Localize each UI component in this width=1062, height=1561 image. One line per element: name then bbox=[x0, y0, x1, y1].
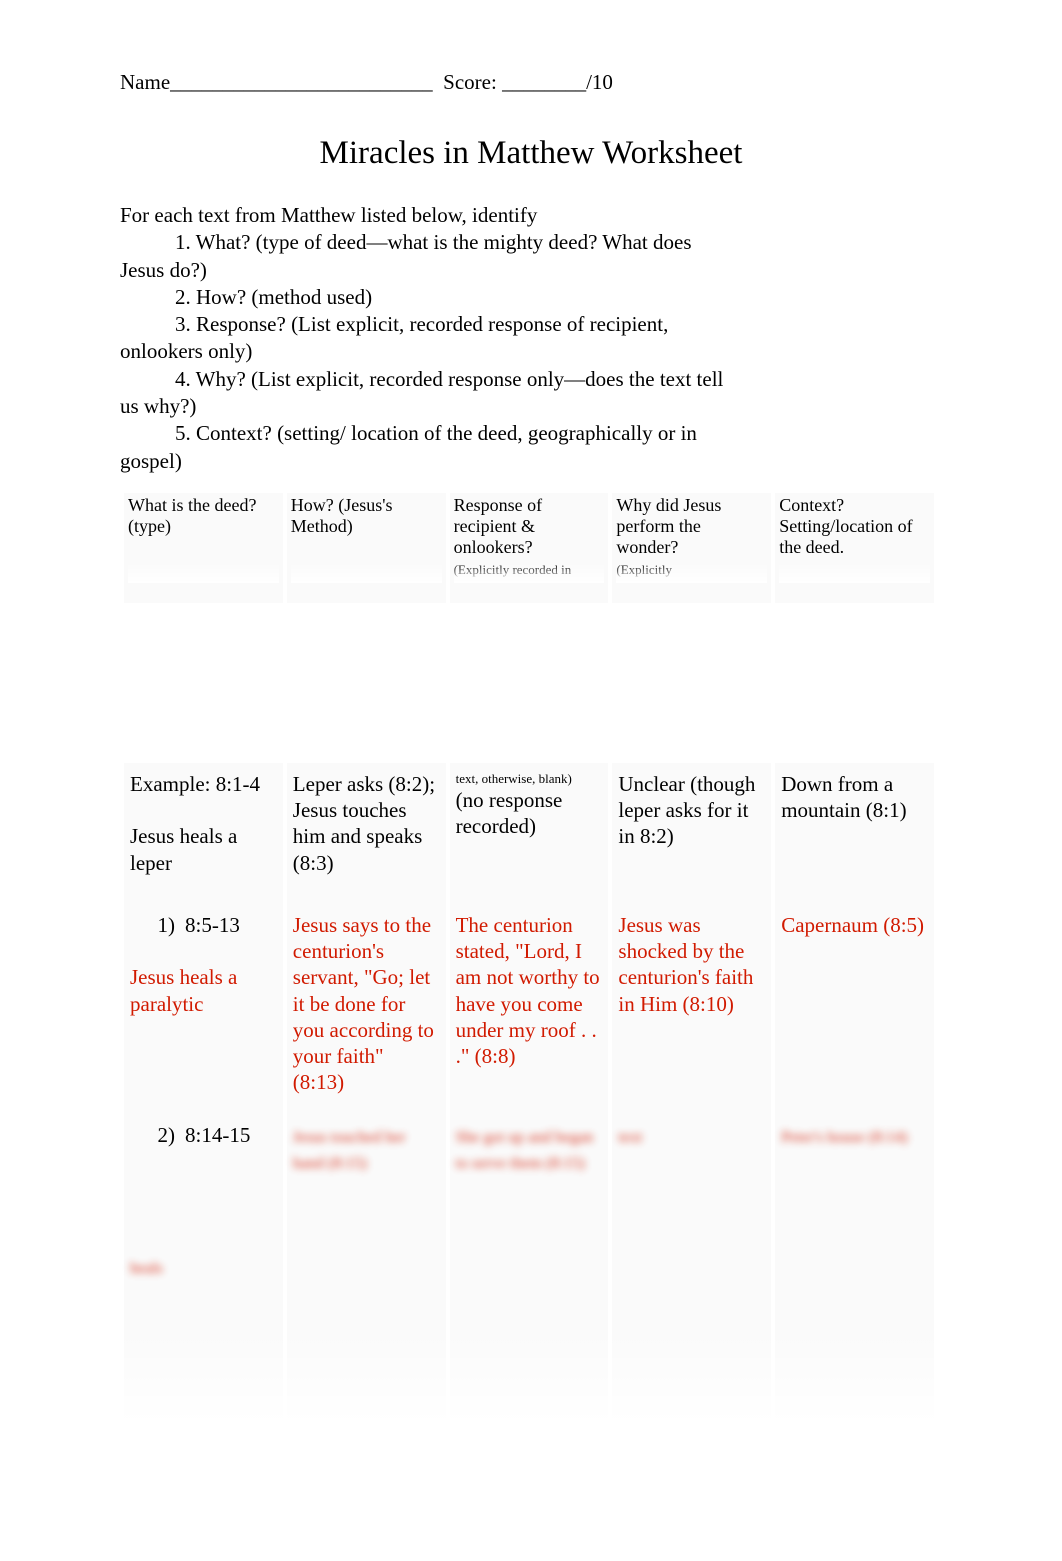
intro-hang-1: Jesus do?) bbox=[120, 257, 942, 284]
cell-response: She got up and began to serve them (8:15… bbox=[450, 1114, 609, 1420]
intro-item-5: 5. Context? (setting/ location of the de… bbox=[175, 420, 942, 447]
col-header-1: What is the deed? (type) bbox=[124, 493, 283, 603]
cell-context: Capernaum (8:5) bbox=[775, 904, 934, 1114]
cell-response: The centurion stated, "Lord, I am not wo… bbox=[450, 904, 609, 1114]
col-header-4: Why did Jesus perform the wonder? (Expli… bbox=[612, 493, 771, 603]
name-blank: _________________________ bbox=[170, 70, 433, 94]
intro-hang-4: us why?) bbox=[120, 393, 942, 420]
score-total: /10 bbox=[586, 70, 613, 94]
cell-how: Jesus touched her hand (8:15) bbox=[287, 1114, 446, 1420]
col-header-5: Context? Setting/location of the deed. bbox=[775, 493, 934, 603]
col-header-3: Response of recipient & onlookers? (Expl… bbox=[450, 493, 609, 603]
intro-item-4: 4. Why? (List explicit, recorded respons… bbox=[175, 366, 942, 393]
intro-hang-3: onlookers only) bbox=[120, 338, 942, 365]
score-blank: ________ bbox=[502, 70, 586, 94]
intro-item-1: 1. What? (type of deed—what is the might… bbox=[175, 229, 942, 256]
cell-why: Jesus was shocked by the centurion's fai… bbox=[612, 904, 771, 1114]
cell-how: Leper asks (8:2); Jesus touches him and … bbox=[287, 763, 446, 904]
cell-context: Down from a mountain (8:1) bbox=[775, 763, 934, 904]
table-row-2: 2)8:14-15 heals Jesus touched her hand (… bbox=[124, 1114, 938, 1420]
mid-note: text, otherwise, blank) bbox=[456, 771, 603, 787]
cell-context: Peter's house (8:14) bbox=[775, 1114, 934, 1420]
cell-why: text bbox=[612, 1114, 771, 1420]
page-title: Miracles in Matthew Worksheet bbox=[120, 135, 942, 172]
cell-what: 1)8:5-13 Jesus heals a paralytic bbox=[124, 904, 283, 1114]
intro-item-3: 3. Response? (List explicit, recorded re… bbox=[175, 311, 942, 338]
cell-how: Jesus says to the centurion's servant, "… bbox=[287, 904, 446, 1114]
intro-lead: For each text from Matthew listed below,… bbox=[120, 202, 942, 229]
cell-response: text, otherwise, blank) (no response rec… bbox=[450, 763, 609, 904]
cell-why: Unclear (though leper asks for it in 8:2… bbox=[612, 763, 771, 904]
intro-hang-5: gospel) bbox=[120, 448, 942, 475]
table-row-1: 1)8:5-13 Jesus heals a paralytic Jesus s… bbox=[124, 904, 938, 1114]
col-header-2: How? (Jesus's Method) bbox=[287, 493, 446, 603]
intro-item-2: 2. How? (method used) bbox=[175, 284, 942, 311]
table-row-example: Example: 8:1-4Jesus heals a leper Leper … bbox=[124, 763, 938, 904]
cell-what: 2)8:14-15 heals bbox=[124, 1114, 283, 1420]
worksheet-table: What is the deed? (type) How? (Jesus's M… bbox=[120, 493, 942, 1419]
header-line: Name_________________________ Score: ___… bbox=[120, 70, 942, 95]
name-label: Name bbox=[120, 70, 170, 94]
intro-block: For each text from Matthew listed below,… bbox=[120, 202, 942, 475]
gap-row bbox=[124, 603, 938, 763]
score-label: Score: bbox=[443, 70, 497, 94]
cell-what: Example: 8:1-4Jesus heals a leper bbox=[124, 763, 283, 904]
